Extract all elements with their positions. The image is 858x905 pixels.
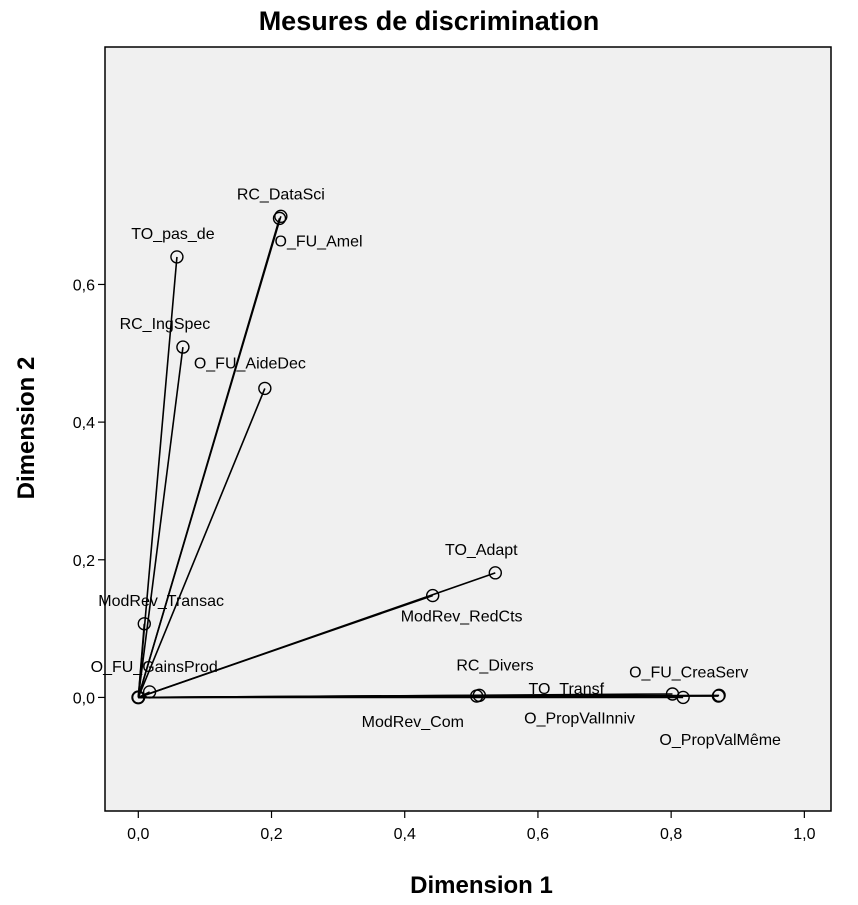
data-point [142, 685, 157, 699]
vector-line [137, 388, 266, 698]
x-tick-label: 0,0 [127, 826, 149, 843]
data-point [272, 211, 287, 226]
x-axis-label: Dimension 1 [410, 872, 553, 899]
vector-line [138, 695, 719, 699]
vector-line [137, 218, 281, 698]
point-label: ModRev_Com [362, 714, 464, 731]
x-tick-label: 0,6 [527, 826, 549, 843]
data-point [488, 566, 503, 580]
vector-line [138, 594, 433, 699]
point-label: O_FU_AideDec [194, 355, 306, 372]
y-tick-label: 0,0 [73, 690, 95, 707]
point-label: TO_Transf [528, 681, 604, 698]
point-label: O_FU_GainsProd [91, 659, 218, 676]
point-label: O_FU_Amel [275, 233, 363, 250]
point-label: ModRev_Transac [98, 593, 224, 610]
vector-lines [137, 216, 720, 699]
data-point [425, 588, 440, 603]
data-point [176, 340, 190, 354]
x-tick-label: 1,0 [793, 826, 815, 843]
data-point [274, 209, 288, 224]
point-label: TO_pas_de [131, 226, 214, 243]
vector-line [137, 623, 146, 698]
vector-line [137, 346, 184, 698]
x-tick-label: 0,2 [260, 826, 282, 843]
y-tick-label: 0,4 [73, 415, 95, 432]
plot-area [104, 46, 832, 812]
origin-marker [131, 690, 146, 705]
point-label: O_PropValInniv [524, 710, 635, 727]
data-point [258, 381, 272, 396]
point-label: TO_Adapt [445, 542, 518, 559]
y-tick-label: 0,6 [73, 277, 95, 294]
point-label: O_FU_CreaServ [629, 664, 748, 681]
data-point [137, 617, 151, 631]
data-points [131, 209, 726, 705]
x-tick-label: 0,4 [394, 826, 416, 843]
data-point [711, 689, 726, 703]
data-point [676, 690, 690, 705]
data-point [469, 689, 484, 703]
point-label: O_PropValMême [659, 732, 781, 749]
data-point [170, 250, 184, 264]
point-label: ModRev_RedCts [401, 609, 523, 626]
point-labels: RC_DataSci O_FU_Amel TO_pas_de RC_IngSpec O_… [91, 186, 781, 749]
y-tick-label: 0,2 [73, 553, 95, 570]
point-label: RC_Divers [456, 657, 533, 674]
point-label: RC_IngSpec [120, 316, 211, 333]
point-label: RC_DataSci [237, 186, 325, 203]
x-tick-label: 0,8 [660, 826, 682, 843]
axis-ticks: 0,0 0,2 0,4 0,6 0,8 1,0 0,0 0,2 0,4 0,6 [73, 277, 816, 843]
chart-title: Mesures de discrimination [258, 6, 600, 36]
